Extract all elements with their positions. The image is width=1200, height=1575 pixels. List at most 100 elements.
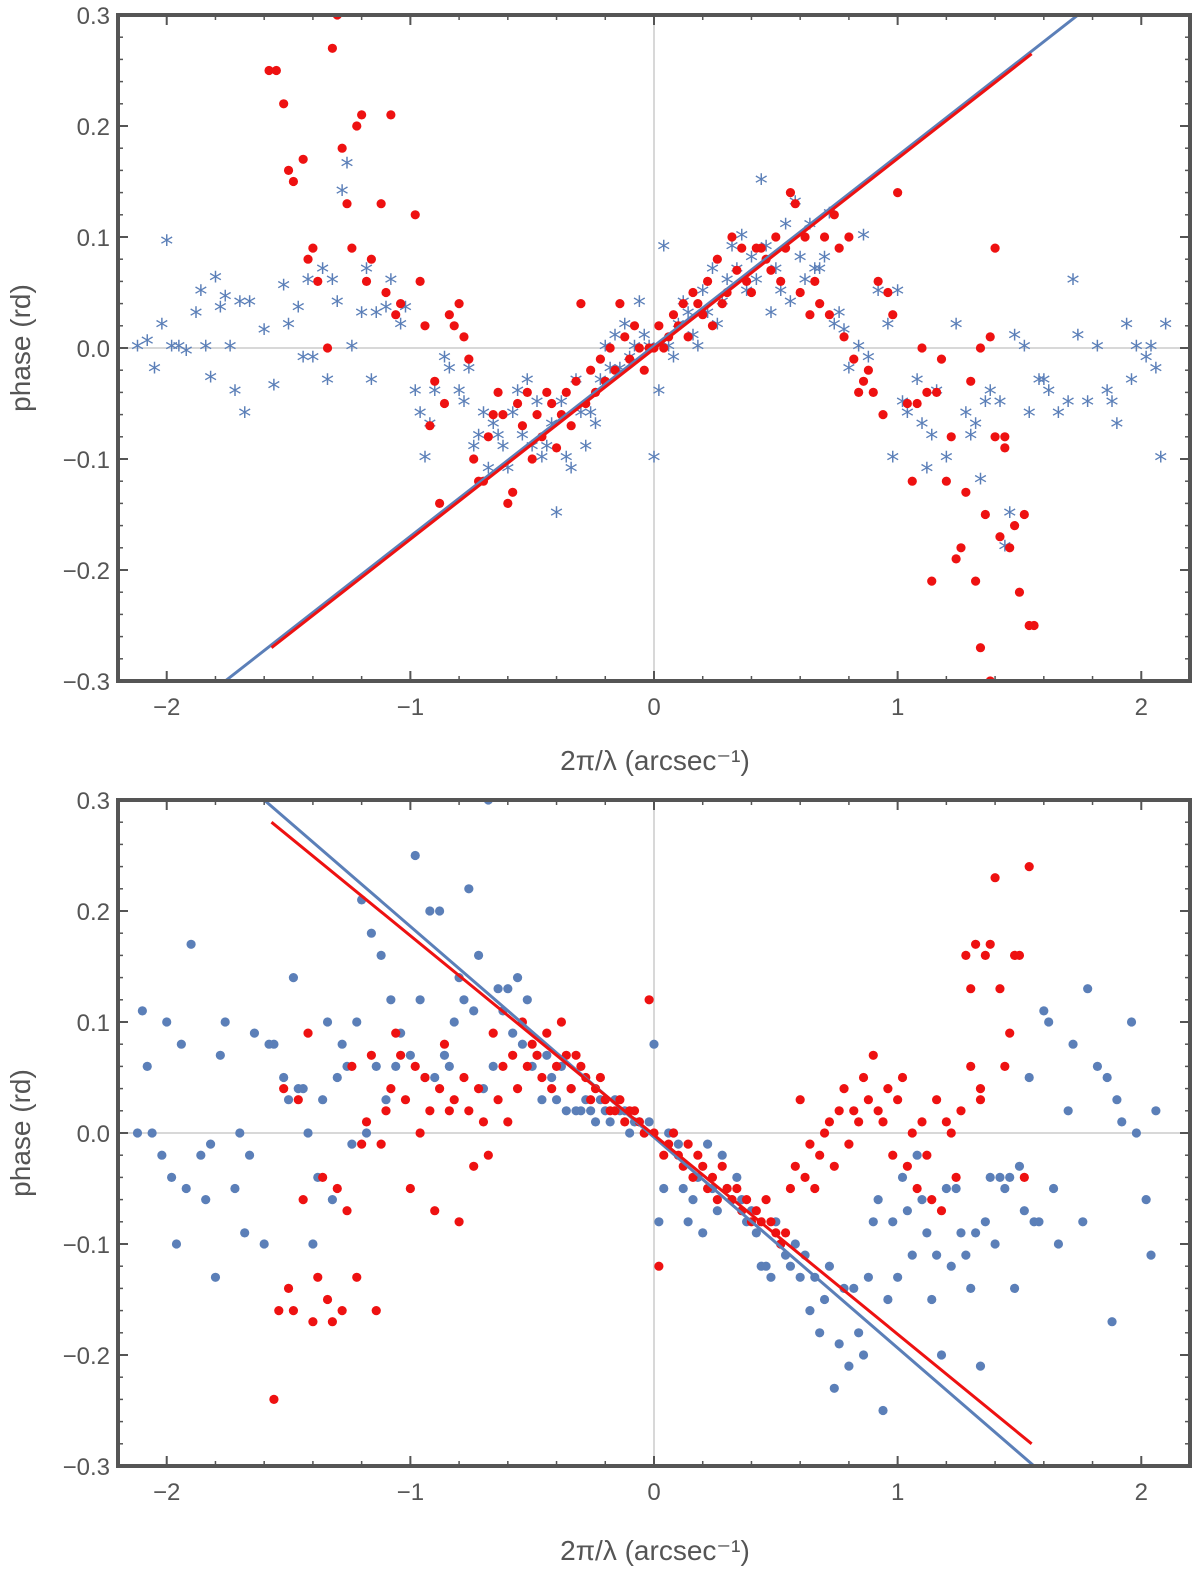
- data-point: [322, 1017, 333, 1027]
- data-point: [288, 176, 299, 187]
- data-point: [376, 199, 386, 209]
- x-tick-label: 2: [1135, 1479, 1148, 1506]
- data-point: [576, 299, 586, 309]
- data-point-asterisk: *: [165, 336, 178, 366]
- data-point: [990, 873, 1000, 883]
- data-point: [556, 1017, 567, 1027]
- data-point: [629, 321, 640, 331]
- data-point: [873, 276, 883, 286]
- data-point-asterisk: *: [472, 425, 485, 455]
- data-point: [449, 321, 459, 331]
- data-point: [975, 1361, 986, 1371]
- data-point: [1014, 950, 1025, 961]
- data-point: [1014, 587, 1025, 597]
- data-point: [464, 1106, 474, 1116]
- data-point: [668, 310, 679, 320]
- data-point: [815, 1150, 825, 1160]
- data-point: [829, 1383, 839, 1393]
- data-point: [352, 1272, 362, 1282]
- data-point: [269, 1039, 279, 1049]
- data-point: [883, 1084, 893, 1094]
- data-point: [478, 1117, 489, 1127]
- data-point: [668, 1128, 679, 1138]
- data-point: [205, 1139, 216, 1149]
- data-point: [961, 1250, 971, 1260]
- data-point: [1151, 1106, 1161, 1116]
- data-point: [766, 265, 776, 275]
- data-point: [819, 1294, 830, 1305]
- data-point: [990, 243, 1000, 253]
- data-point: [167, 1172, 177, 1182]
- data-point-asterisk: *: [418, 447, 431, 477]
- data-point-asterisk: *: [238, 403, 251, 433]
- data-point: [1019, 1206, 1029, 1216]
- data-point: [868, 1217, 878, 1227]
- data-point: [805, 1306, 815, 1316]
- data-point-asterisk: *: [652, 380, 665, 410]
- data-point: [985, 1172, 995, 1182]
- data-point-asterisk: *: [326, 269, 339, 299]
- data-point: [532, 410, 542, 420]
- data-point: [469, 1161, 479, 1171]
- data-point: [897, 1172, 908, 1182]
- data-point-asterisk: *: [1018, 336, 1031, 366]
- data-point-asterisk: *: [331, 292, 344, 322]
- data-point-asterisk: *: [740, 281, 753, 311]
- data-point: [1024, 862, 1034, 872]
- data-point: [610, 1106, 620, 1116]
- data-point-asterisk: *: [233, 292, 246, 322]
- data-point: [1000, 443, 1010, 453]
- data-point-asterisk: *: [857, 225, 870, 255]
- data-point: [932, 387, 942, 397]
- data-point: [542, 1050, 552, 1060]
- data-point: [1024, 1072, 1034, 1083]
- data-point: [337, 1306, 347, 1316]
- y-tick-label: 0.0: [77, 1121, 110, 1148]
- data-point: [893, 1095, 903, 1105]
- data-point-asterisk: *: [916, 414, 929, 444]
- data-point-asterisk: *: [540, 436, 553, 466]
- data-point-asterisk: *: [370, 303, 383, 333]
- data-point: [917, 343, 927, 353]
- bottom-phase-plot: 2π/λ (arcsec⁻¹) phase (rd) −2 −1 0 1 2 −0.3 −0…: [5, 788, 1192, 1566]
- data-point: [542, 1028, 552, 1038]
- data-point: [863, 1272, 874, 1282]
- data-point: [576, 1106, 586, 1116]
- data-point: [712, 1195, 722, 1205]
- data-point: [352, 1017, 362, 1027]
- data-point: [849, 1106, 859, 1116]
- data-point: [975, 643, 986, 653]
- data-point: [459, 1072, 469, 1083]
- data-point-asterisk: *: [297, 347, 310, 377]
- data-point: [922, 387, 932, 397]
- data-point: [654, 1217, 664, 1227]
- data-point-asterisk: *: [1037, 369, 1050, 399]
- data-point: [220, 1017, 230, 1027]
- data-point: [780, 1228, 791, 1238]
- data-point: [703, 1139, 713, 1149]
- data-point: [561, 387, 571, 397]
- data-point: [625, 354, 635, 364]
- data-point: [785, 188, 796, 198]
- data-point: [147, 1128, 157, 1138]
- data-point: [512, 398, 523, 409]
- data-point: [995, 532, 1005, 542]
- data-point: [313, 1272, 323, 1282]
- data-point: [868, 387, 878, 397]
- data-point: [464, 884, 474, 894]
- data-point: [586, 1095, 596, 1105]
- data-point: [508, 487, 518, 497]
- data-point: [488, 410, 498, 420]
- data-point: [907, 476, 917, 486]
- data-point: [1009, 521, 1020, 531]
- data-point: [318, 1095, 328, 1105]
- data-point: [366, 928, 376, 938]
- data-point-asterisk: *: [306, 347, 319, 377]
- data-point: [279, 1084, 289, 1094]
- data-point: [956, 1228, 966, 1238]
- data-point: [941, 1183, 951, 1194]
- data-point: [941, 1117, 951, 1127]
- data-point: [1048, 1183, 1059, 1194]
- data-point: [357, 110, 367, 120]
- data-point: [303, 1028, 313, 1038]
